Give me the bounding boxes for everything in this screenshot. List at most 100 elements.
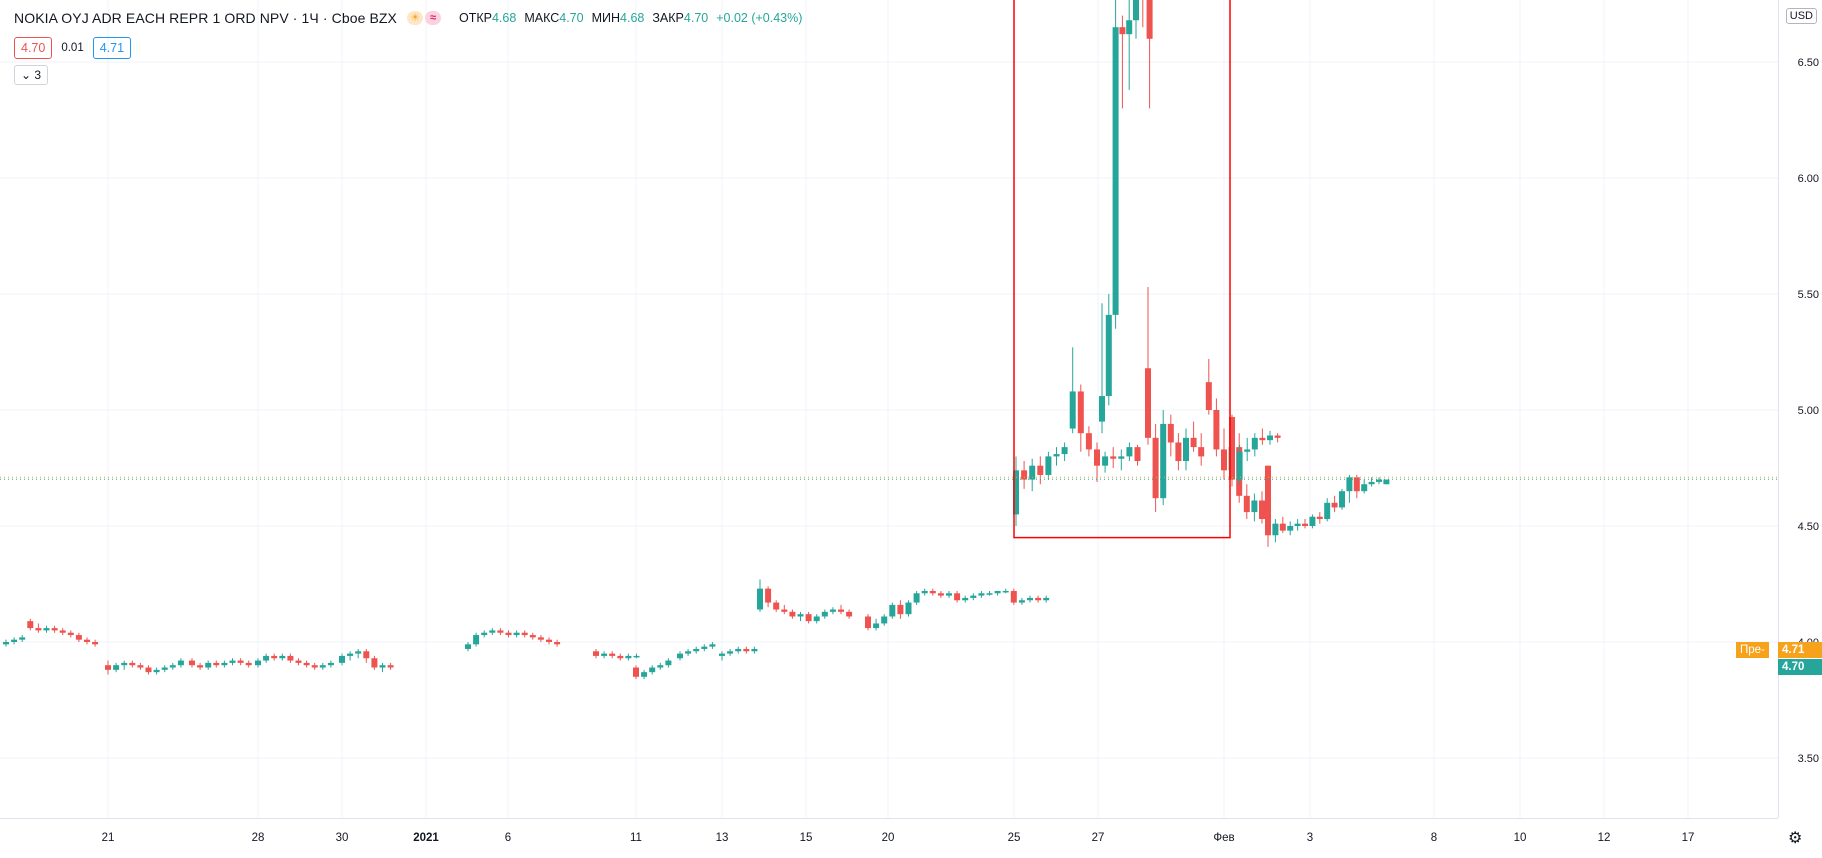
candle [1316,512,1323,524]
candle-body [546,639,552,642]
candle-body [177,660,184,666]
sun-icon[interactable]: ☀ [407,11,423,25]
bid-price[interactable]: 4.70 [14,37,53,59]
candle-body [169,665,176,668]
candle [609,651,616,659]
candle [137,662,144,670]
candle [51,625,58,633]
high-value: 4.70 [559,11,584,25]
candle [929,588,936,596]
candle [1287,521,1294,536]
candle [1069,347,1076,434]
candle [59,628,66,636]
candle-body [554,642,561,645]
candle-body [751,648,758,652]
candle-body [986,593,993,595]
candle-body [1145,368,1151,438]
chart-pane[interactable] [0,0,1778,818]
candle-body [1331,502,1338,508]
last-price-tag: 4.70 [1778,659,1822,675]
candle [757,579,763,612]
candle [1294,519,1301,531]
candle-body [1346,477,1353,492]
candle-body [881,616,888,624]
candle-body [465,644,471,649]
candle [311,662,318,670]
symbol-title[interactable]: NOKIA OYJ ADR EACH REPR 1 ORD NPV · 1Ч ·… [14,10,397,26]
candle-body [303,662,310,666]
candle-body [1119,27,1126,35]
candle-body [327,662,334,666]
candle [1259,428,1266,445]
candle-body [497,630,504,633]
price-tick-label: 4.50 [1798,521,1819,533]
time-tick-label: 3 [1307,832,1313,844]
candle-body [1118,456,1125,459]
gear-icon[interactable]: ⚙ [1788,830,1803,847]
wave-icon[interactable]: ≈ [425,11,441,25]
candle-body [129,662,136,666]
currency-label[interactable]: USD [1785,8,1817,24]
candle [1061,442,1068,462]
candle-body [1287,526,1294,531]
candle [505,630,512,638]
candle [821,609,828,619]
candle-body [1035,597,1042,601]
candle-body [617,655,624,659]
time-tick-label: 8 [1431,832,1437,844]
candlestick-chart[interactable] [0,0,1778,818]
candle [1205,358,1212,415]
time-tick-label: 13 [716,832,729,844]
candle [327,660,334,668]
candle [1376,477,1382,485]
candle [1221,428,1227,480]
candle-body [311,665,318,668]
candle-body [205,662,212,668]
candle-body [489,630,496,633]
price-axis[interactable]: 9.509.008.508.007.507.006.506.005.505.00… [1778,0,1822,818]
candle-body [245,662,252,666]
candle [1146,0,1153,109]
candle-body [1198,447,1205,457]
candle [1142,0,1144,28]
candle [145,665,152,675]
candle [593,648,599,659]
candle-body [1105,314,1112,397]
time-axis[interactable]: 21 28 30 2021 6 11 13 15 20 25 27 Фев 3 8 10 12 17 [0,818,1778,853]
candle [1085,426,1092,457]
candle-body [913,593,920,603]
candle-body [685,651,692,654]
candle-body [279,655,286,659]
candle [978,590,985,598]
candle [1145,287,1151,445]
time-tick-label: 15 [800,832,813,844]
candle [797,611,804,622]
candle [657,662,664,670]
candle-body [719,653,725,656]
pre-market-label: Пре- [1736,642,1769,658]
candle [1190,421,1197,452]
candle [1251,433,1258,457]
candle-body [1029,465,1036,480]
candle-body [1244,449,1251,452]
candle [1126,442,1133,462]
candle-body [846,611,853,617]
candle [1053,447,1060,466]
candle [513,630,520,638]
candle-body [601,653,608,656]
candle-body [821,611,828,617]
candle [1160,410,1167,506]
ask-price[interactable]: 4.71 [92,37,132,59]
candle-body [1152,437,1159,499]
candle-body [1021,470,1028,480]
indicators-count: 3 [34,68,42,82]
candle-body [1126,20,1133,35]
candle [489,628,496,636]
indicators-toggle-button[interactable]: ⌄ 3 [14,65,49,85]
time-tick-label: 6 [505,832,511,844]
candle [1346,474,1353,503]
candle-body [11,639,18,642]
candle-body [1085,433,1092,450]
candle-body [633,655,640,658]
candle [805,611,812,624]
